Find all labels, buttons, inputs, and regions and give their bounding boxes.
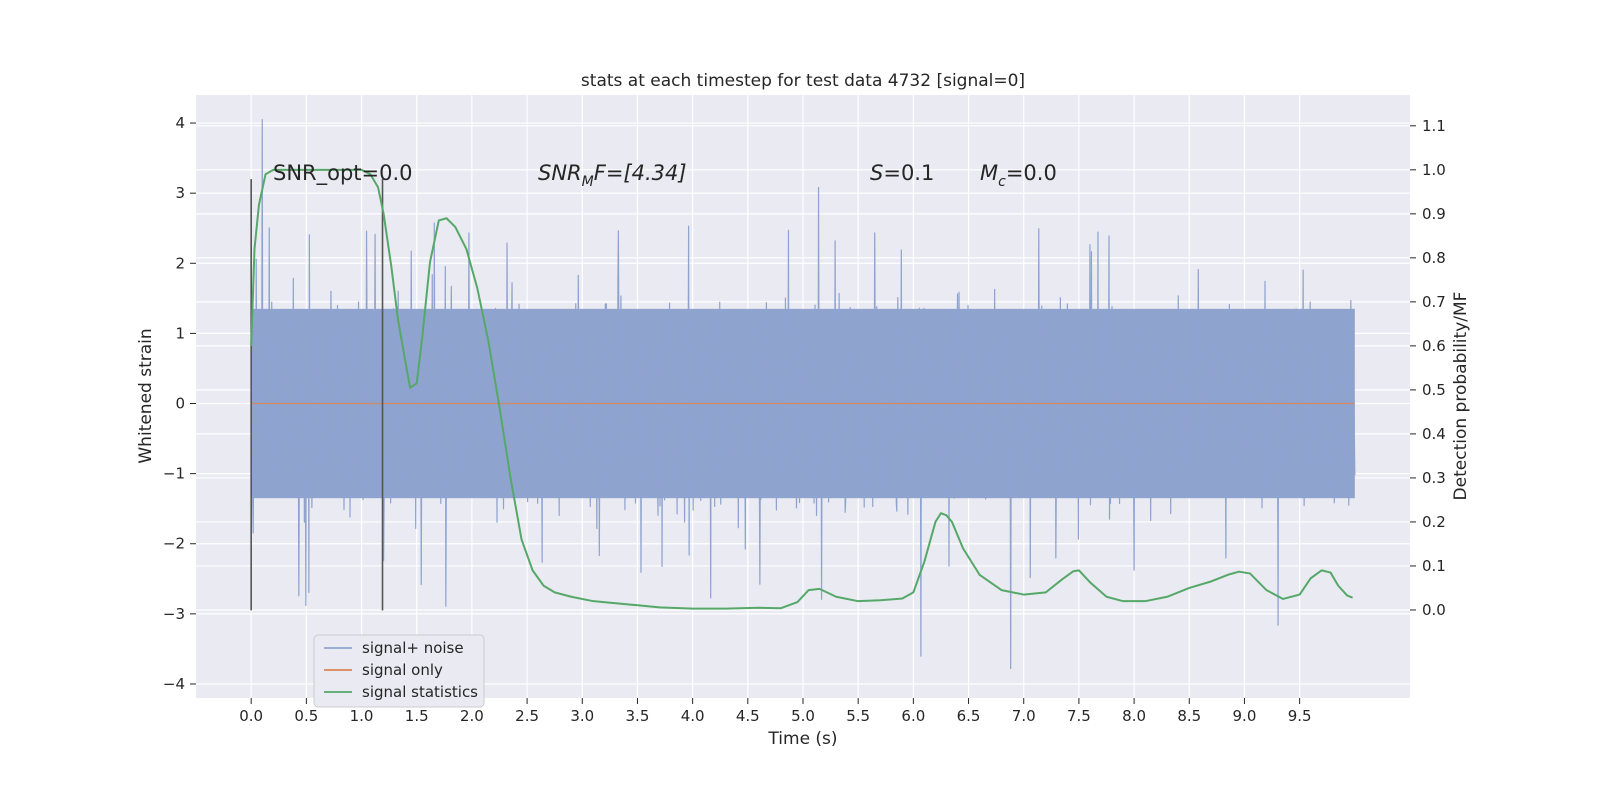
right-y-tick-label: 0.3 [1422,469,1446,487]
x-axis-label: Time (s) [767,729,837,749]
x-axis-ticks: 0.0 0.5 1.0 1.5 2.0 2.5 3.0 3.5 4.0 4.5 5.0 5.5 6.0 6… [239,698,1312,725]
legend-label-signal-only: signal only [362,661,443,679]
signal-noise-line [250,118,1356,670]
annotation-snr-opt: SNR_opt=0.0 [273,161,413,186]
x-tick-label: 1.0 [350,707,374,725]
right-y-tick-label: 0.8 [1422,249,1446,267]
left-y-tick-label: −4 [163,675,185,693]
left-y-tick-label: −1 [163,465,185,483]
right-y-tick-label: 0.0 [1422,601,1446,619]
left-y-axis-label: Whitened strain [136,328,156,463]
left-y-axis-ticks: 4 3 2 1 0 −1 −2 −3 −4 [163,114,196,693]
x-tick-label: 1.5 [405,707,429,725]
signal-statistics-series [250,168,1353,610]
chart-title: stats at each timestep for test data 473… [581,71,1025,91]
legend-box [313,634,485,708]
x-tick-label: 3.5 [626,707,650,725]
right-y-tick-label: 1.1 [1422,117,1446,135]
right-y-tick-label: 1.0 [1422,161,1446,179]
left-y-tick-label: 3 [175,184,185,202]
annotation-s-main: S [870,161,883,185]
right-y-axis-ticks: 0.0 0.1 0.2 0.3 0.4 0.5 0.6 0.7 0.8 0.9 1.0 1.1 [1410,117,1446,619]
legend: signal+ noise signal only signal statist… [313,634,485,708]
left-y-tick-label: −3 [163,605,185,623]
x-tick-label: 6.0 [901,707,925,725]
x-tick-label: 2.5 [515,707,539,725]
right-y-tick-label: 0.5 [1422,381,1446,399]
annotation-snr-mf-rest: F=[4.34] [594,161,687,185]
x-tick-label: 9.0 [1233,707,1257,725]
x-tick-label: 4.0 [681,707,705,725]
left-y-tick-label: 2 [175,254,185,272]
x-tick-label: 3.0 [570,707,594,725]
annotation-s: S=0.1 [870,161,934,185]
x-tick-label: 8.0 [1122,707,1146,725]
legend-label-signal-statistics: signal statistics [362,683,478,701]
annotation-mc: Mc=0.0 [980,161,1057,190]
x-tick-label: 7.0 [1012,707,1036,725]
signal-statistics-line [250,168,1353,610]
annotation-s-rest: =0.1 [883,161,934,185]
legend-label-signal-noise: signal+ noise [362,639,464,657]
plot-area [196,95,1410,698]
annotation-mc-sub: c [998,174,1006,190]
annotation-mc-main: M [980,161,998,185]
annotation-snr-mf: SNRMF=[4.34] [538,161,687,190]
x-tick-label: 8.5 [1177,707,1201,725]
annotation-snr-mf-sub: M [582,174,594,190]
right-y-axis-label: Detection probability/MF [1451,292,1471,501]
x-tick-label: 0.5 [294,707,318,725]
left-y-tick-label: 4 [175,114,185,132]
right-y-tick-label: 0.7 [1422,293,1446,311]
left-y-tick-label: 1 [175,324,185,342]
left-y-tick-label: −2 [163,535,185,553]
annotation-snr-mf-main: SNR [538,161,582,185]
right-y-tick-label: 0.2 [1422,513,1446,531]
x-tick-label: 5.5 [846,707,870,725]
right-y-tick-label: 0.9 [1422,205,1446,223]
x-tick-label: 9.5 [1288,707,1312,725]
x-tick-label: 5.0 [791,707,815,725]
vertical-markers [250,179,384,611]
x-tick-label: 2.0 [460,707,484,725]
right-y-tick-label: 0.6 [1422,337,1446,355]
x-tick-label: 0.0 [239,707,263,725]
x-tick-label: 4.5 [736,707,760,725]
left-y-tick-label: 0 [175,395,185,413]
annotation-mc-rest: =0.0 [1006,161,1057,185]
x-tick-label: 7.5 [1067,707,1091,725]
x-tick-label: 6.5 [957,707,981,725]
right-y-tick-label: 0.1 [1422,557,1446,575]
right-y-tick-label: 0.4 [1422,425,1446,443]
